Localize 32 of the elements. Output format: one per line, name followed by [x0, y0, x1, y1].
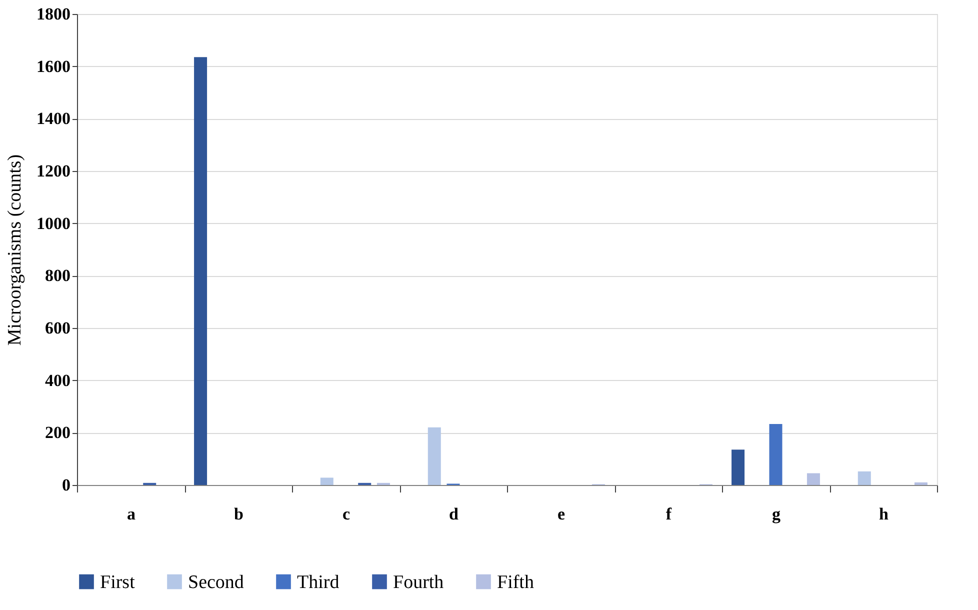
x-tick-label: g	[772, 504, 781, 524]
bar	[320, 478, 334, 485]
bar	[194, 57, 208, 485]
x-tick-label: h	[879, 504, 890, 524]
bar	[914, 482, 928, 485]
y-axis-title: Microorganisms (counts)	[4, 154, 26, 346]
legend-label: Third	[297, 572, 340, 593]
y-tick-label: 1600	[36, 56, 70, 76]
bar	[806, 473, 820, 485]
y-tick-label: 1000	[36, 214, 70, 233]
bar	[769, 424, 782, 485]
x-tick-label: b	[234, 504, 244, 524]
y-tick-label: 1800	[36, 4, 70, 24]
y-tick-label: 1200	[36, 162, 70, 180]
x-tick-label: f	[666, 504, 672, 524]
x-tick-label: a	[127, 504, 136, 524]
bar	[732, 450, 745, 485]
legend-label: Fifth	[497, 572, 534, 593]
legend-label: First	[100, 572, 136, 593]
bar	[858, 471, 871, 485]
legend-label: Second	[188, 572, 244, 593]
y-tick-label: 1400	[36, 109, 70, 128]
x-tick-label: c	[342, 504, 350, 524]
y-tick-label: 800	[45, 266, 70, 286]
y-tick-label: 200	[45, 423, 70, 442]
y-tick-label: 400	[45, 370, 70, 390]
x-tick-label: d	[449, 504, 460, 524]
y-tick-label: 0	[62, 476, 70, 494]
bar	[428, 427, 441, 485]
x-tick-label: e	[557, 504, 566, 524]
y-tick-label: 600	[45, 318, 70, 338]
legend-label: Fourth	[393, 572, 444, 593]
